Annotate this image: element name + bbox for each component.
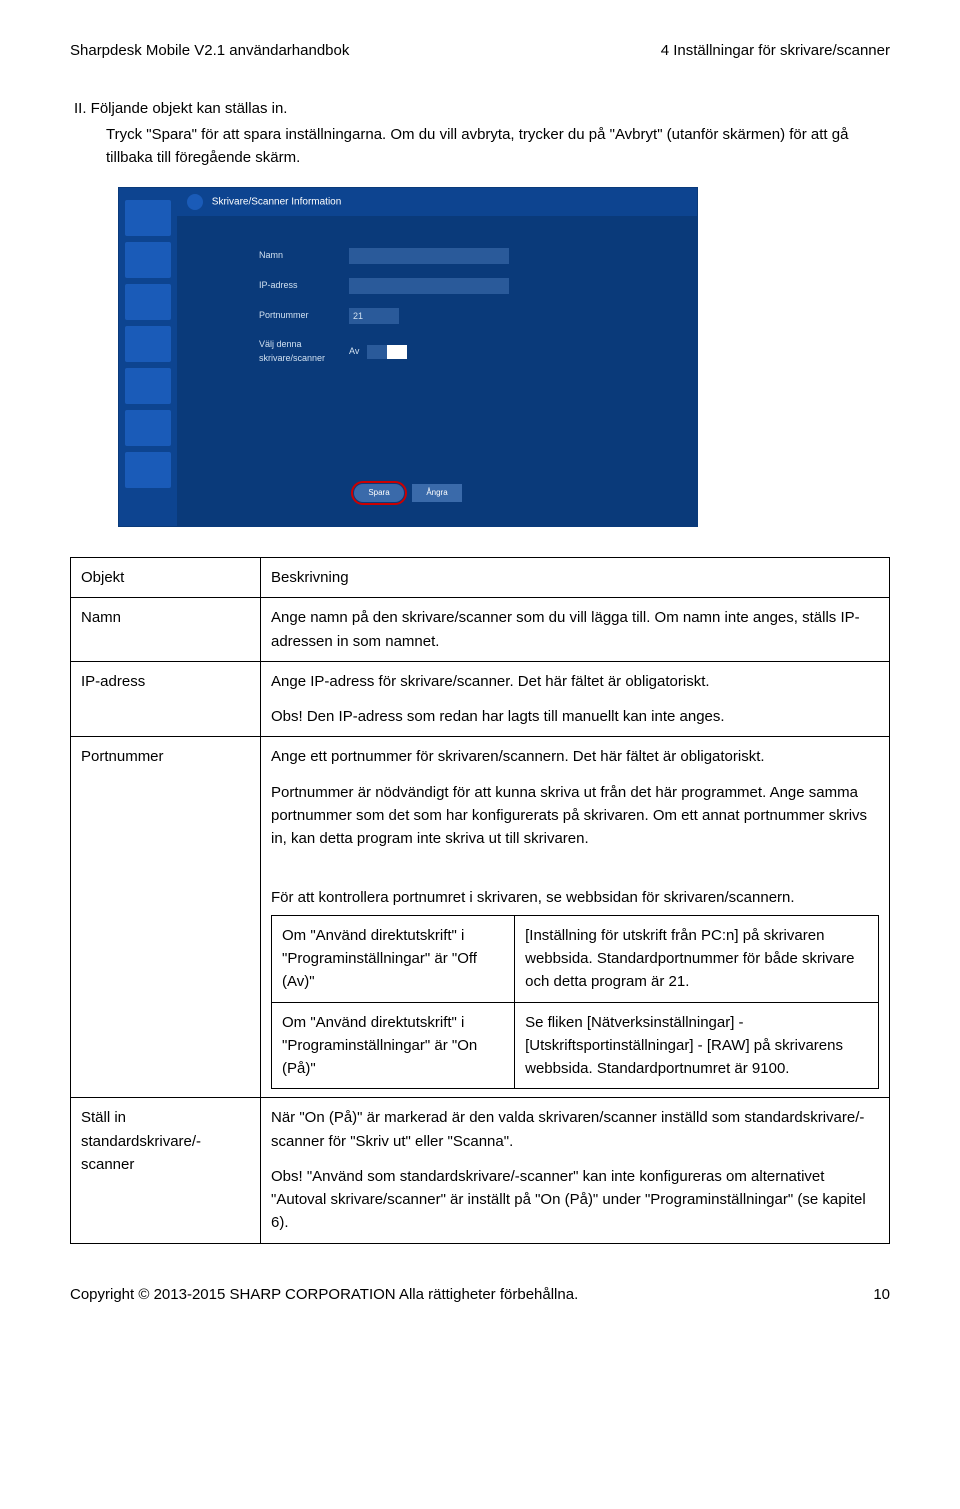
cell-default-text: När "On (På)" är markerad är den valda s… [261,1098,890,1243]
table-row: Objekt Beskrivning [71,558,890,598]
head-beskrivning: Beskrivning [261,558,890,598]
ss-input-ip [349,278,509,294]
ss-toggle-text: Av [349,345,359,359]
table-row: Portnummer Ange ett portnummer för skriv… [71,737,890,1098]
cell-ip-label: IP-adress [71,661,261,737]
port-p1: Ange ett portnummer för skrivaren/scanne… [271,745,879,768]
intro-text: Tryck "Spara" för att spara inställninga… [106,124,890,169]
ss-side-item [125,200,171,236]
inner-r2c2: Se fliken [Nätverksinställningar] - [Uts… [515,1002,879,1089]
cell-namn-label: Namn [71,598,261,662]
ip-p1: Ange IP-adress för skrivare/scanner. Det… [271,670,879,693]
ss-label-port: Portnummer [259,309,349,323]
intro-block: II. Följande objekt kan ställas in. Tryc… [70,98,890,170]
ss-side-item [125,410,171,446]
ss-input-port: 21 [349,308,399,324]
inner-table: Om "Använd direktutskrift" i "Programins… [271,915,879,1090]
port-p2: Portnummer är nödvändigt för att kunna s… [271,781,879,851]
back-icon [187,194,203,210]
ss-side-item [125,326,171,362]
table-row: Namn Ange namn på den skrivare/scanner s… [71,598,890,662]
port-p3: För att kontrollera portnumret i skrivar… [271,886,879,909]
ss-side-item [125,242,171,278]
cell-default-label: Ställ in standardskrivare/-scanner [71,1098,261,1243]
ss-topbar: Skrivare/Scanner Information [177,188,697,216]
head-objekt: Objekt [71,558,261,598]
cell-namn-text: Ange namn på den skrivare/scanner som du… [261,598,890,662]
intro-heading: II. Följande objekt kan ställas in. [74,98,890,121]
description-table: Objekt Beskrivning Namn Ange namn på den… [70,557,890,1244]
inner-r1c2: [Inställning för utskrift från PC:n] på … [515,915,879,1002]
cell-port-label: Portnummer [71,737,261,1098]
table-row: Om "Använd direktutskrift" i "Programins… [272,915,879,1002]
table-row: Om "Använd direktutskrift" i "Programins… [272,1002,879,1089]
ss-sidebar [119,188,177,526]
ss-save-button: Spara [354,484,404,502]
page-header: Sharpdesk Mobile V2.1 användarhandbok 4 … [70,40,890,63]
footer-copyright: Copyright © 2013-2015 SHARP CORPORATION … [70,1284,578,1307]
ss-label-ip: IP-adress [259,279,349,293]
header-left: Sharpdesk Mobile V2.1 användarhandbok [70,40,349,63]
page-footer: Copyright © 2013-2015 SHARP CORPORATION … [70,1284,890,1307]
ip-p2: Obs! Den IP-adress som redan har lagts t… [271,705,879,728]
app-screenshot: Skrivare/Scanner Information Namn IP-adr… [118,187,698,527]
cell-ip-text: Ange IP-adress för skrivare/scanner. Det… [261,661,890,737]
inner-r2c1: Om "Använd direktutskrift" i "Programins… [272,1002,515,1089]
ss-button-row: Spara Ångra [354,484,462,502]
footer-page-number: 10 [873,1284,890,1307]
default-p1: När "On (På)" är markerad är den valda s… [271,1106,879,1153]
ss-input-name [349,248,509,264]
table-row: Ställ in standardskrivare/-scanner När "… [71,1098,890,1243]
cell-port-text: Ange ett portnummer för skrivaren/scanne… [261,737,890,1098]
ss-title: Skrivare/Scanner Information [212,197,342,208]
ss-side-item [125,284,171,320]
ss-label-name: Namn [259,249,349,263]
default-p2: Obs! "Använd som standardskrivare/-scann… [271,1165,879,1235]
ss-cancel-button: Ångra [412,484,462,502]
ss-side-item [125,368,171,404]
ss-form: Namn IP-adress Portnummer21 Välj denna s… [259,248,509,379]
ss-label-default: Välj denna skrivare/scanner [259,338,349,365]
ss-side-item [125,452,171,488]
ss-toggle [367,345,407,359]
header-right: 4 Inställningar för skrivare/scanner [661,40,890,63]
inner-r1c1: Om "Använd direktutskrift" i "Programins… [272,915,515,1002]
table-row: IP-adress Ange IP-adress för skrivare/sc… [71,661,890,737]
